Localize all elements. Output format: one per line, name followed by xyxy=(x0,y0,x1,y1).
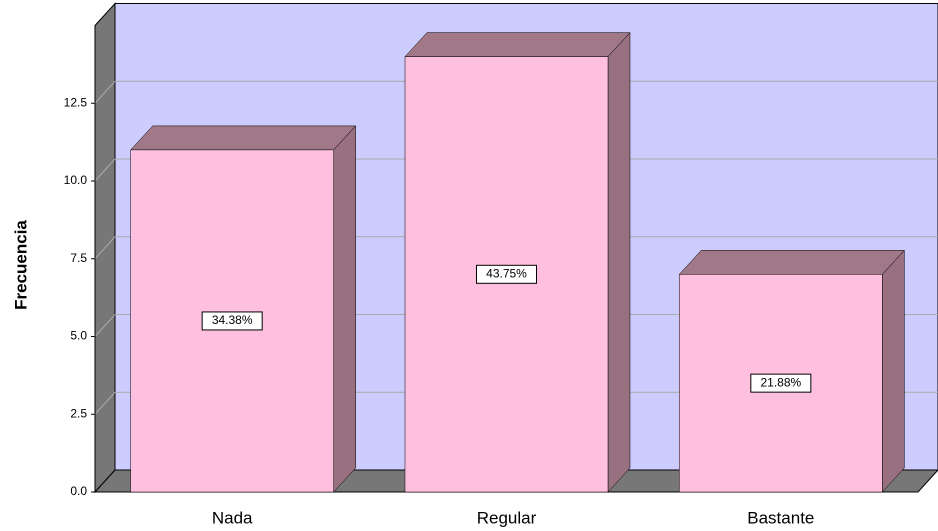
bar-top xyxy=(678,250,905,275)
y-tick-label: 12.5 xyxy=(64,95,88,109)
bar-top xyxy=(130,125,357,151)
x-tick-label: Nada xyxy=(212,508,253,527)
y-tick-label: 0.0 xyxy=(70,484,87,498)
bar-side xyxy=(607,31,631,493)
data-label: 21.88% xyxy=(760,375,801,389)
x-tick-label: Regular xyxy=(477,508,537,527)
y-tick-label: 7.5 xyxy=(70,251,87,265)
y-axis-title: Frecuencia xyxy=(11,220,30,310)
data-label-box xyxy=(750,373,812,393)
data-label-box xyxy=(476,264,537,284)
bar-side xyxy=(333,125,356,493)
data-label-box xyxy=(201,311,263,331)
grid-line xyxy=(94,236,116,260)
bar-side xyxy=(882,249,905,493)
grid-line xyxy=(94,391,116,415)
y-tick-label: 10.0 xyxy=(64,173,88,187)
y-tick-label: 2.5 xyxy=(70,406,87,420)
y-tick-label: 5.0 xyxy=(70,329,87,343)
x-tick-label: Bastante xyxy=(747,508,814,527)
data-label: 34.38% xyxy=(212,313,253,327)
grid-line xyxy=(94,314,116,337)
grid-line xyxy=(94,158,116,182)
grid-line xyxy=(94,80,116,104)
data-label: 43.75% xyxy=(486,266,527,280)
bar-top xyxy=(404,32,631,57)
